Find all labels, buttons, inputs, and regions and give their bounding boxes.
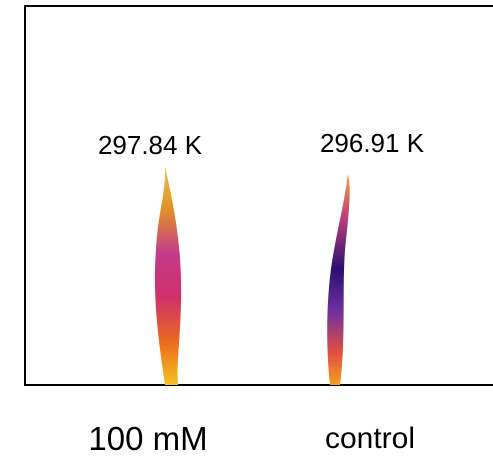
image-frame: [24, 5, 493, 386]
temperature-label: 297.84 K: [98, 130, 203, 160]
condition-label: 100 mM: [88, 420, 207, 457]
temperature-label: 296.91 K: [320, 128, 425, 158]
condition-label: control: [325, 422, 415, 455]
flame-control: [327, 174, 350, 385]
flame-100mM: [154, 166, 182, 385]
